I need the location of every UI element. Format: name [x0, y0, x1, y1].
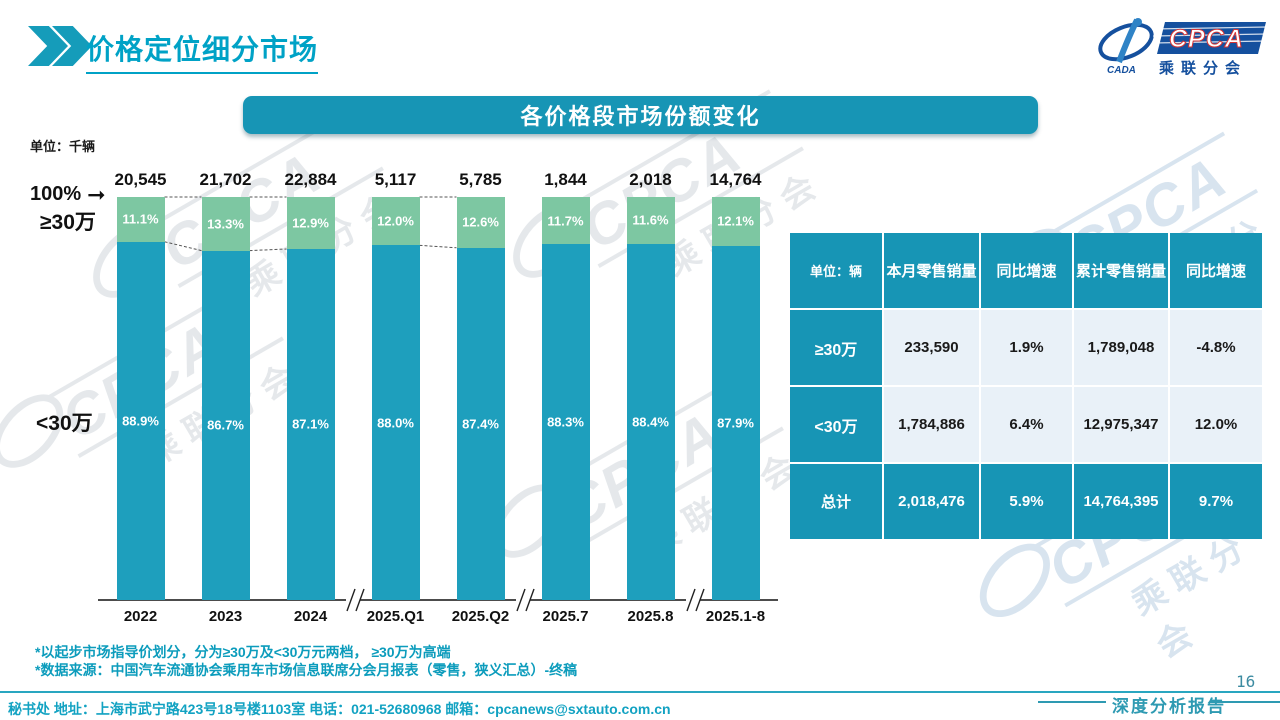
double-chevron-icon	[28, 26, 98, 66]
bar-segment-ge30-label: 13.3%	[207, 216, 244, 232]
bar-segment-lt30-label: 86.7%	[207, 417, 244, 433]
bar-segment-ge30	[541, 197, 590, 245]
bar-total-label: 5,785	[459, 170, 502, 189]
table-cell: 2,018,476	[884, 464, 979, 539]
logo-parallelogram	[1157, 22, 1266, 54]
bar-segment-lt30-label: 88.9%	[122, 413, 159, 429]
chart-lines-layer	[98, 196, 778, 612]
bar-segment-ge30-label: 12.1%	[717, 213, 754, 229]
category-label: 2025.7	[542, 608, 589, 625]
bar-segment-lt30	[116, 241, 165, 600]
page-number: 16	[1236, 672, 1256, 691]
right-arrow-icon: ➞	[87, 181, 106, 207]
bar-total-label: 22,884	[284, 170, 337, 189]
bar-segment-lt30	[371, 245, 420, 600]
table-cell: 1,784,886	[884, 387, 979, 462]
bar-segment-ge30-label: 11.1%	[122, 211, 159, 227]
table-header: 同比增速	[1170, 233, 1262, 308]
cpca-ellipse-icon	[966, 530, 1064, 631]
table-cell: 5.9%	[981, 464, 1072, 539]
bar-segment-ge30	[371, 197, 420, 246]
category-label: 2025.Q2	[451, 608, 510, 625]
report-divider-left	[1038, 701, 1106, 703]
unit-label: 单位：千辆	[30, 139, 96, 154]
table-cell: 1.9%	[981, 310, 1072, 385]
axis-ge30-label: ≥30万	[40, 211, 96, 234]
stacked-bar-chart: 20,545 11.1% 88.9% 2022 21,702 13.3% 86.7% 2023…	[98, 168, 778, 633]
table-cell: -4.8%	[1170, 310, 1262, 385]
table-cell: 6.4%	[981, 387, 1072, 462]
logo-club-text: 乘联分会	[1158, 59, 1247, 77]
bar-segment-lt30	[541, 244, 590, 600]
bar-segment-ge30	[711, 197, 760, 246]
bar-segment-ge30	[626, 197, 675, 244]
secretariat-contact: 秘书处 地址：上海市武宁路423号18号楼1103室 电话：021-526809…	[8, 701, 671, 717]
bar-segment-lt30	[201, 250, 250, 600]
bar-segment-lt30-label: 88.0%	[377, 415, 414, 431]
bar-segment-lt30	[286, 248, 335, 600]
report-divider-right	[1210, 701, 1280, 703]
table-row-label: <30万	[790, 387, 882, 462]
table-header: 同比增速	[981, 233, 1072, 308]
category-label: 2025.8	[627, 608, 674, 625]
footer-divider	[0, 691, 1280, 693]
bar-segment-ge30-label: 12.0%	[377, 213, 414, 229]
bar-segment-ge30-label: 11.6%	[632, 212, 669, 228]
bar-segment-ge30-label: 12.6%	[462, 214, 499, 230]
category-label: 2024	[293, 608, 328, 625]
bar-segment-lt30-label: 87.4%	[462, 416, 499, 432]
bar-segment-lt30	[456, 247, 505, 600]
axis-100-text: 100%	[30, 183, 82, 205]
bar-total-label: 1,844	[544, 170, 587, 189]
table-cell: 1,789,048	[1074, 310, 1168, 385]
logo-ellipse	[1098, 22, 1154, 62]
bar-total-label: 5,117	[374, 170, 417, 189]
bar-segment-lt30-label: 88.3%	[547, 414, 584, 430]
bar-segment-ge30	[201, 197, 250, 251]
bar-total-label: 14,764	[709, 170, 762, 189]
chart-banner-title: 各价格段市场份额变化	[243, 96, 1038, 134]
cpca-logo: CADA CPCA 乘联分会	[1093, 16, 1268, 78]
bar-total-label: 20,545	[114, 170, 167, 189]
footnote-2: *数据来源：中国汽车流通协会乘用车市场信息联席分会月报表（零售，狭义汇总）-终稿	[35, 662, 578, 678]
bar-total-label: 2,018	[629, 170, 672, 189]
report-label: 深度分析报告	[1112, 697, 1226, 716]
footnote-1: *以起步市场指导价划分，分为≥30万及<30万元两档， ≥30万为高端	[35, 644, 451, 660]
category-label: 2023	[208, 608, 243, 625]
bar-segment-ge30	[116, 197, 165, 242]
table-header: 本月零售销量	[884, 233, 979, 308]
table-cell: 233,590	[884, 310, 979, 385]
bar-segment-ge30	[286, 197, 335, 249]
bar-segment-lt30-label: 87.1%	[292, 416, 329, 432]
table-cell: 9.7%	[1170, 464, 1262, 539]
logo-emblem-text: CADA	[1107, 65, 1136, 76]
bar-segment-lt30	[711, 245, 760, 600]
bar-segment-lt30	[626, 243, 675, 600]
price-segment-table: 单位：辆 本月零售销量 同比增速 累计零售销量 同比增速 ≥30万 233,59…	[790, 233, 1262, 539]
category-label: 2022	[123, 608, 158, 625]
table-row-label: 总计	[790, 464, 882, 539]
table-header: 单位：辆	[790, 233, 882, 308]
axis-100-label: 100% ➞	[30, 183, 106, 206]
category-label: 2025.Q1	[366, 608, 425, 625]
axis-lt30-label: <30万	[36, 412, 93, 435]
bar-segment-lt30-label: 88.4%	[632, 414, 669, 430]
table-header: 累计零售销量	[1074, 233, 1168, 308]
table-row-label: ≥30万	[790, 310, 882, 385]
table-cell: 12.0%	[1170, 387, 1262, 462]
bar-segment-ge30-label: 11.7%	[547, 213, 584, 229]
category-label: 2025.1-8	[705, 608, 766, 625]
table-cell: 12,975,347	[1074, 387, 1168, 462]
bar-segment-lt30-label: 87.9%	[717, 415, 754, 431]
logo-cpca-text: CPCA	[1169, 25, 1244, 53]
table-cell: 14,764,395	[1074, 464, 1168, 539]
page-title: 价格定位细分市场	[86, 28, 319, 74]
bar-total-label: 21,702	[199, 170, 252, 189]
bar-segment-ge30	[456, 197, 505, 248]
bar-segment-ge30-label: 12.9%	[292, 215, 329, 231]
